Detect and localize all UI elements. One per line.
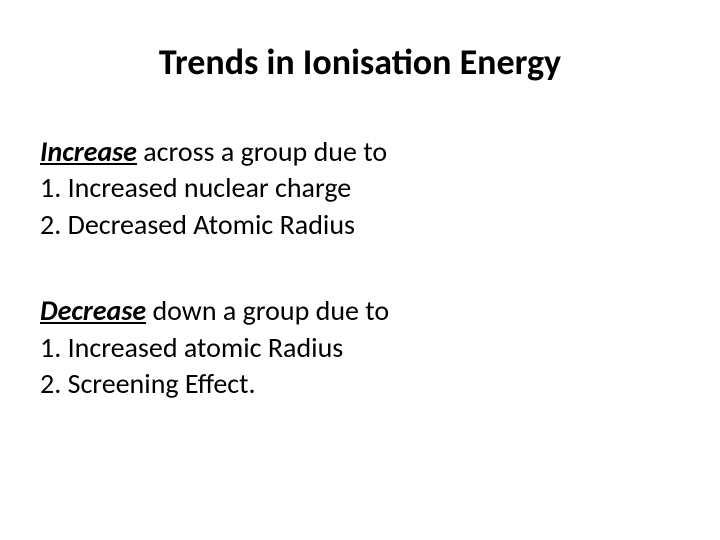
section-lead-increase: Increase across a group due to	[40, 134, 680, 170]
lead-rest-decrease: down a group due to	[146, 293, 389, 328]
list-item: 1. Increased atomic Radius	[40, 330, 680, 366]
page-title: Trends in Ionisation Energy	[40, 40, 680, 84]
lead-rest-increase: across a group due to	[137, 134, 387, 169]
section-lead-decrease: Decrease down a group due to	[40, 293, 680, 329]
list-item: 2. Decreased Atomic Radius	[40, 207, 680, 243]
emphasis-decrease: Decrease	[40, 293, 146, 328]
list-item: 2. Screening Effect.	[40, 366, 680, 402]
section-decrease: Decrease down a group due to 1. Increase…	[40, 293, 680, 402]
section-increase: Increase across a group due to 1. Increa…	[40, 134, 680, 243]
list-item: 1. Increased nuclear charge	[40, 170, 680, 206]
emphasis-increase: Increase	[40, 134, 137, 169]
